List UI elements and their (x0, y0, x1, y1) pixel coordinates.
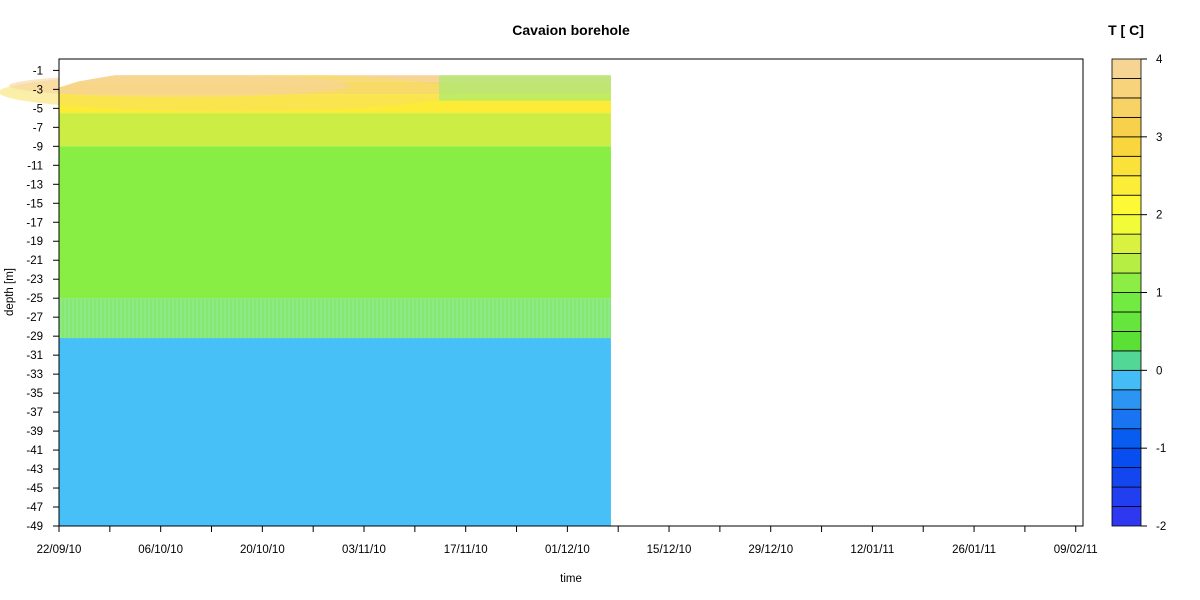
x-tick-label: 22/09/10 (37, 544, 82, 556)
colorbar-step (1111, 155, 1142, 177)
warm-anomaly (9, 74, 349, 97)
y-tick-label: -7 (33, 122, 43, 134)
x-axis-label: time (560, 573, 582, 585)
y-tick-label: -37 (26, 407, 43, 419)
y-tick-label: -5 (33, 103, 43, 115)
y-tick-label: -1 (33, 65, 43, 77)
no-data-region (59, 59, 611, 76)
colorbar-step (1111, 331, 1142, 352)
y-tick-label: -3 (33, 84, 43, 96)
x-axis: 22/09/10 06/10/10 20/10/10 03/11/10 17/11/10… (37, 526, 1098, 556)
y-axis: -1 -3 -5 -7 -9 -11 -13 -15 -17 -19 -21 -23 -25 -27 -29… (26, 65, 59, 533)
colorbar: -2 -1 0 1 2 3 4 (1111, 54, 1166, 533)
x-tick-label: 12/01/11 (850, 544, 894, 556)
colorbar-step (1111, 253, 1142, 274)
y-tick-label: -31 (26, 350, 43, 362)
x-tick-label: 17/11/10 (444, 544, 488, 556)
transition-zone (59, 298, 611, 339)
chart-title: Cavaion borehole (512, 22, 630, 38)
plot-area (0, 58, 1084, 527)
colorbar-step (1111, 78, 1142, 99)
colorbar-step (1111, 447, 1142, 469)
colorbar-step (1111, 428, 1142, 449)
x-tick-label: 01/12/10 (545, 544, 590, 556)
plot-frame (58, 58, 1084, 527)
y-tick-label: -17 (26, 217, 43, 229)
y-tick-label: -41 (26, 445, 43, 457)
y-axis-label: depth [m] (4, 268, 16, 316)
x-tick-label: 06/10/10 (138, 544, 183, 556)
x-tick-label: 15/12/10 (647, 544, 692, 556)
colorbar-tick-label: 2 (1156, 210, 1162, 222)
heatmap-band (59, 338, 611, 526)
colorbar-step (1111, 233, 1142, 254)
colorbar-step (1111, 272, 1142, 293)
colorbar-step (1111, 389, 1142, 410)
colorbar-step (1111, 467, 1142, 488)
heatmap-band (59, 146, 611, 299)
y-tick-label: -25 (26, 293, 43, 305)
colorbar-step (1111, 175, 1142, 196)
colorbar-tick-label: -1 (1156, 443, 1166, 455)
x-tick-label: 09/02/11 (1054, 544, 1098, 556)
colorbar-step (1111, 292, 1142, 313)
x-tick-label: 03/11/10 (342, 544, 386, 556)
y-tick-label: -39 (26, 426, 43, 438)
y-tick-label: -21 (26, 255, 43, 267)
y-tick-label: -19 (26, 236, 43, 248)
colorbar-step (1111, 58, 1142, 79)
y-tick-label: -27 (26, 312, 43, 324)
colorbar-tick-label: 4 (1156, 54, 1163, 66)
colorbar-step (1111, 97, 1142, 118)
y-tick-label: -43 (26, 464, 43, 476)
colorbar-step (1111, 350, 1142, 371)
colorbar-step (1111, 214, 1142, 235)
colorbar-tick-label: 1 (1156, 288, 1162, 300)
colorbar-step (1111, 311, 1142, 332)
colorbar-step (1111, 116, 1142, 138)
colorbar-title: T [ C] (1108, 22, 1144, 38)
y-tick-label: -33 (26, 369, 43, 381)
x-tick-label: 29/12/10 (748, 544, 793, 556)
y-tick-label: -49 (26, 521, 43, 533)
y-tick-label: -11 (27, 160, 43, 172)
y-tick-label: -15 (26, 198, 43, 210)
y-tick-label: -47 (26, 502, 43, 514)
x-tick-label: 26/01/11 (952, 544, 996, 556)
colorbar-tick-label: 0 (1156, 365, 1162, 377)
colorbar-step (1111, 506, 1142, 527)
colorbar-tick-label: 3 (1156, 132, 1162, 144)
y-tick-label: -13 (26, 179, 43, 191)
colorbar-step (1111, 369, 1142, 391)
y-tick-label: -9 (33, 141, 43, 153)
colorbar-step (1111, 194, 1142, 216)
x-tick-label: 20/10/10 (240, 544, 285, 556)
y-tick-label: -35 (26, 388, 43, 400)
colorbar-step (1111, 136, 1142, 157)
y-tick-label: -45 (26, 483, 43, 495)
y-tick-label: -23 (26, 274, 43, 286)
colorbar-step (1111, 408, 1142, 430)
y-tick-label: -29 (26, 331, 43, 343)
heatmap-blend (439, 75, 611, 101)
colorbar-step (1111, 486, 1142, 507)
colorbar-tick-label: -2 (1156, 521, 1166, 533)
heatmap-band (59, 113, 611, 147)
